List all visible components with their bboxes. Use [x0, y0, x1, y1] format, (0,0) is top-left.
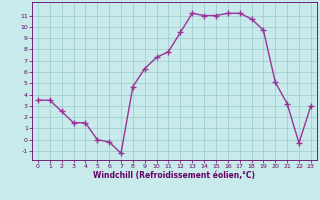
X-axis label: Windchill (Refroidissement éolien,°C): Windchill (Refroidissement éolien,°C) [93, 171, 255, 180]
